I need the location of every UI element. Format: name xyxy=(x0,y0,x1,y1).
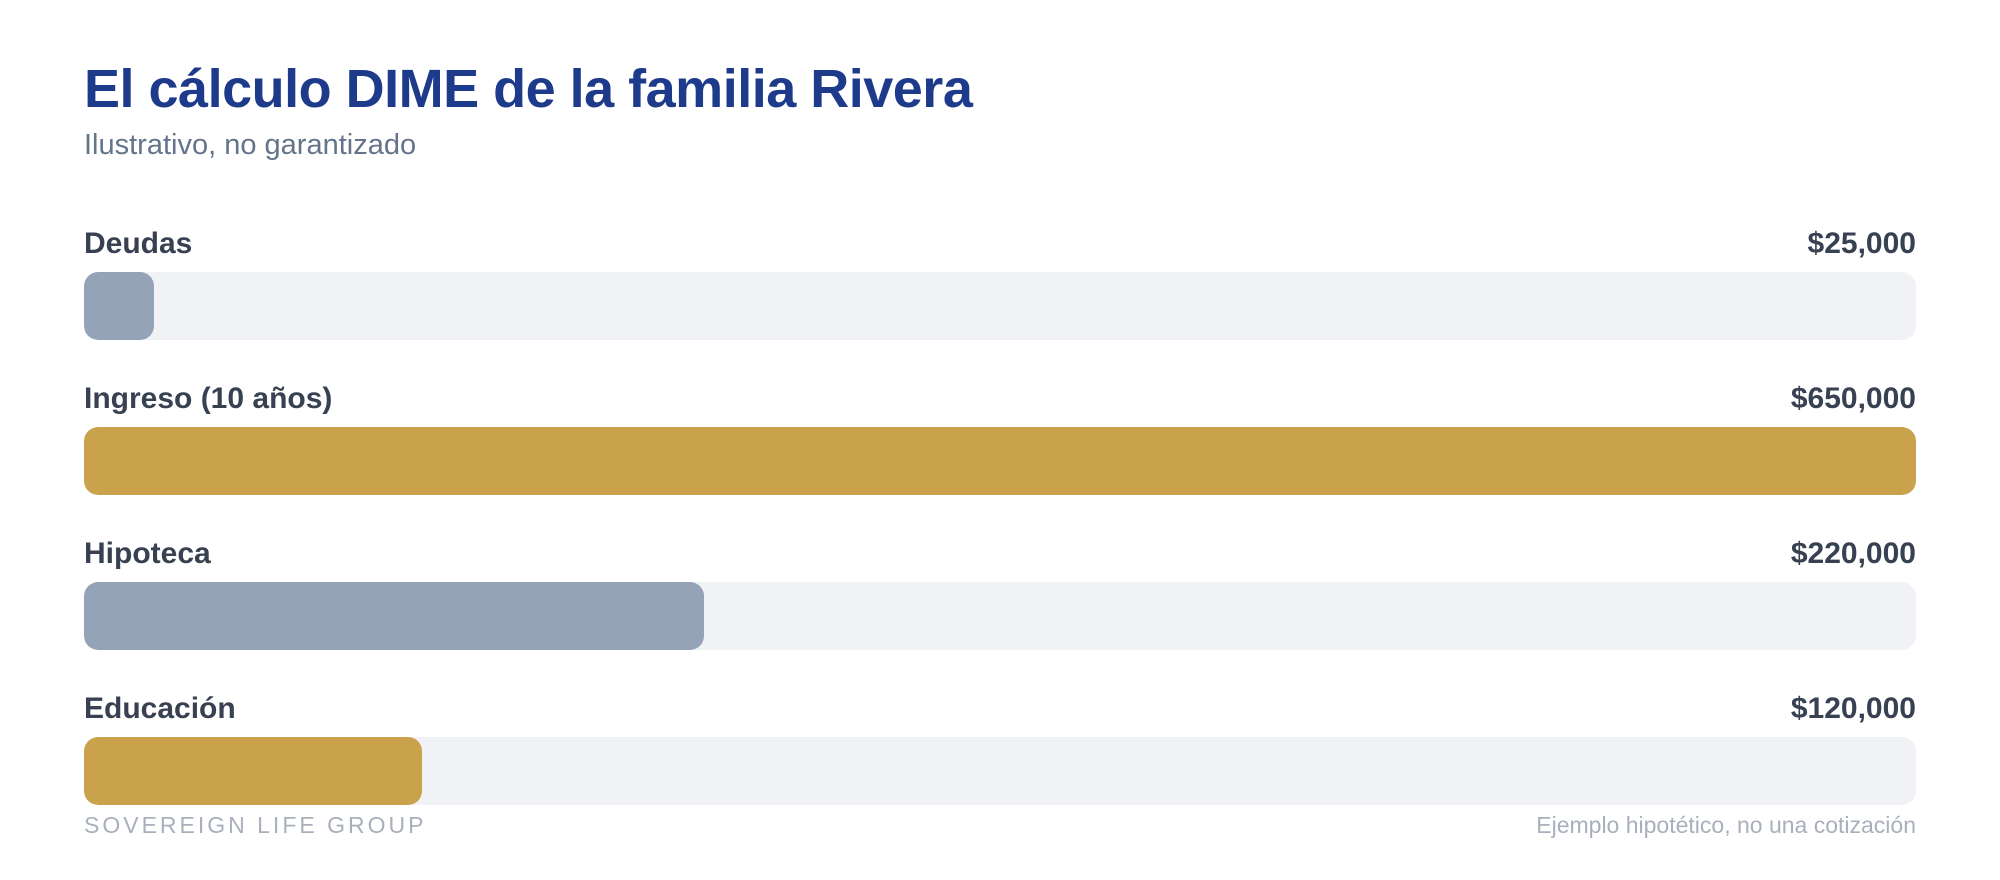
brand-footer: SOVEREIGN LIFE GROUP xyxy=(84,812,427,838)
bar-value-label: $120,000 xyxy=(1790,692,1916,725)
bar-value-label: $650,000 xyxy=(1790,382,1916,415)
bar-label: Deudas xyxy=(84,227,193,260)
bar-fill-educacion xyxy=(84,737,423,805)
bar-track xyxy=(84,582,1916,650)
bar-row-hipoteca: Hipoteca $220,000 xyxy=(84,536,1916,656)
bar-fill-ingreso xyxy=(84,427,1916,495)
bar-fill-deudas xyxy=(84,272,155,340)
bar-track xyxy=(84,427,1916,495)
bar-track xyxy=(84,737,1916,805)
bar-fill-hipoteca xyxy=(84,582,705,650)
bar-row-deudas: Deudas $25,000 xyxy=(84,226,1916,346)
bar-label: Educación xyxy=(84,692,236,725)
bar-value-label: $25,000 xyxy=(1807,227,1916,260)
bar-label: Hipoteca xyxy=(84,537,211,570)
disclaimer-footer: Ejemplo hipotético, no una cotización xyxy=(1536,812,1916,838)
chart-title: El cálculo DIME de la familia Rivera xyxy=(84,59,973,119)
chart-card: El cálculo DIME de la familia Rivera Ilu… xyxy=(84,0,1916,880)
bar-row-ingreso: Ingreso (10 años) $650,000 xyxy=(84,381,1916,501)
bar-label: Ingreso (10 años) xyxy=(84,382,333,415)
bar-value-label: $220,000 xyxy=(1790,537,1916,570)
chart-subtitle: Ilustrativo, no garantizado xyxy=(84,129,417,161)
bar-track xyxy=(84,272,1916,340)
bar-row-educacion: Educación $120,000 xyxy=(84,691,1916,811)
